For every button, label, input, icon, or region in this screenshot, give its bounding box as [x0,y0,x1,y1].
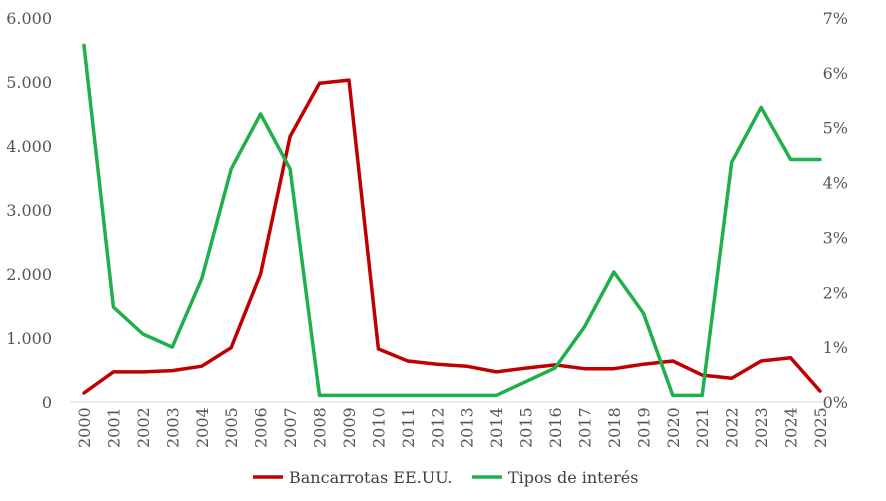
x-axis-tick-label: 2002 [134,407,153,448]
right-axis-tick-label: 3% [823,228,848,247]
x-axis-tick-label: 2003 [163,407,182,448]
left-axis-tick-labels: 0 1.000 2.000 3.000 4.000 5.000 6.000 [6,9,52,412]
x-axis-tick-label: 2005 [222,407,241,448]
right-axis-tick-label: 2% [823,283,848,302]
x-axis-tick-label: 2008 [311,407,330,448]
x-axis-tick-label: 2017 [575,407,594,448]
x-axis-tick-label: 2021 [693,407,712,448]
right-axis-tick-label: 1% [823,338,848,357]
x-axis-tick-label: 2022 [723,407,742,448]
right-axis-tick-label: 0% [823,393,848,412]
left-axis-tick-label: 6.000 [6,9,52,28]
x-axis-tick-label: 2020 [664,407,683,448]
legend: Bancarrotas EE.UU. Tipos de interés [253,468,638,487]
x-axis-tick-label: 2025 [811,407,830,448]
x-axis-tick-label: 2007 [281,407,300,448]
x-axis-tick-label: 2018 [605,407,624,448]
right-axis-tick-label: 7% [823,9,848,28]
x-axis-tick-label: 2006 [252,407,271,448]
right-axis-tick-label: 6% [823,64,848,83]
x-axis-tick-label: 2012 [428,407,447,448]
x-axis-tick-label: 2011 [399,407,418,448]
x-axis-tick-label: 2001 [104,407,123,448]
legend-label: Tipos de interés [508,468,638,487]
left-axis-tick-label: 5.000 [6,73,52,92]
x-axis-tick-label: 2009 [340,407,359,448]
x-axis-tick-label: 2013 [458,407,477,448]
series-line-bancarrotas [82,78,822,395]
x-axis-tick-label: 2010 [369,407,388,448]
x-axis-tick-label: 2019 [634,407,653,448]
x-axis-tick-label: 2016 [546,407,565,448]
x-axis-tick-label: 2023 [752,407,771,448]
x-axis-tick-label: 2024 [782,407,801,448]
x-axis-tick-label: 2015 [517,407,536,448]
x-axis-tick-label: 2014 [487,407,506,448]
left-axis-tick-label: 1.000 [6,329,52,348]
right-axis-tick-label: 4% [823,174,848,193]
right-axis-tick-labels: 0% 1% 2% 3% 4% 5% 6% 7% [823,9,848,412]
x-axis-tick-label: 2000 [75,407,94,448]
left-axis-tick-label: 0 [42,393,52,412]
series-lines [82,43,822,398]
series-line-tipos [82,43,822,398]
left-axis-tick-label: 4.000 [6,137,52,156]
right-axis-tick-label: 5% [823,119,848,138]
x-axis-tick-labels: 2000 2001 2002 2003 2004 2005 2006 2007 2008 2009… [75,407,830,448]
legend-label: Bancarrotas EE.UU. [289,468,452,487]
left-axis-tick-label: 3.000 [6,201,52,220]
x-axis-tick-label: 2004 [193,407,212,448]
left-axis-tick-label: 2.000 [6,265,52,284]
